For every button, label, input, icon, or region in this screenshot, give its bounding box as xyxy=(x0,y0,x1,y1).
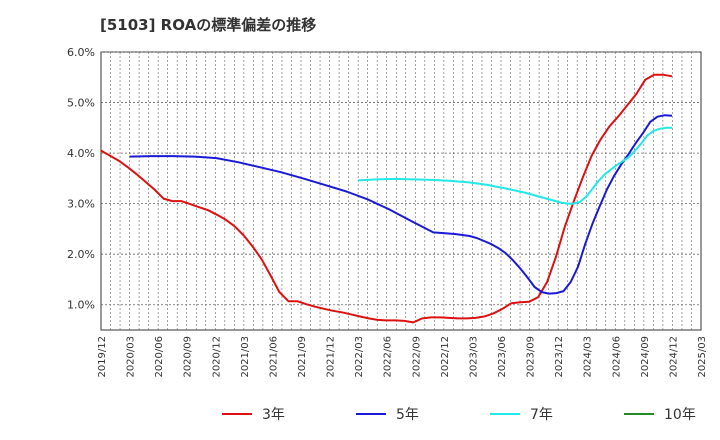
x-tick-label: 2020/09 xyxy=(183,336,194,378)
x-tick-label: 2021/03 xyxy=(240,336,251,378)
legend: 3年 5年 7年 10年 xyxy=(222,407,696,423)
x-tick-label: 2022/12 xyxy=(440,336,451,378)
series-line-3年 xyxy=(100,73,673,324)
x-tick-label: 2025/03 xyxy=(697,336,708,378)
y-tick-label: 2.0% xyxy=(67,248,95,261)
x-axis-ticks: 2019/12 2020/03 2020/06 2020/09 2020/12 2021/… xyxy=(97,336,708,378)
x-tick-label: 2021/09 xyxy=(297,336,308,378)
x-tick-label: 2020/03 xyxy=(126,336,137,378)
legend-label: 7年 xyxy=(530,407,553,423)
x-tick-label: 2019/12 xyxy=(97,336,108,378)
x-tick-label: 2022/03 xyxy=(354,336,365,378)
y-tick-label: 6.0% xyxy=(67,46,95,59)
x-tick-label: 2024/12 xyxy=(668,336,679,378)
x-tick-label: 2024/09 xyxy=(640,336,651,378)
x-tick-label: 2023/06 xyxy=(497,336,508,378)
y-tick-label: 3.0% xyxy=(67,198,95,211)
legend-label: 10年 xyxy=(664,407,696,423)
x-tick-label: 2020/12 xyxy=(211,336,222,378)
x-tick-label: 2021/06 xyxy=(268,336,279,378)
series-line-5年 xyxy=(129,114,673,295)
x-tick-label: 2023/09 xyxy=(526,336,537,378)
x-tick-label: 2023/12 xyxy=(554,336,565,378)
x-tick-label: 2022/06 xyxy=(383,336,394,378)
legend-label: 3年 xyxy=(262,407,285,423)
x-tick-label: 2023/03 xyxy=(468,336,479,378)
series-lines xyxy=(100,73,673,324)
chart-title: [5103] ROAの標準偏差の推移 xyxy=(100,16,317,34)
x-tick-label: 2024/03 xyxy=(583,336,594,378)
plot-area xyxy=(100,51,702,331)
legend-label: 5年 xyxy=(396,407,419,423)
y-tick-label: 1.0% xyxy=(67,299,95,312)
x-tick-label: 2022/09 xyxy=(411,336,422,378)
x-tick-label: 2024/06 xyxy=(611,336,622,378)
y-axis-ticks: 1.0% 2.0% 3.0% 4.0% 5.0% 6.0% xyxy=(67,46,95,312)
x-tick-label: 2020/06 xyxy=(154,336,165,378)
x-tick-label: 2021/12 xyxy=(326,336,337,378)
y-tick-label: 4.0% xyxy=(67,147,95,160)
series-line-7年 xyxy=(358,126,672,205)
y-tick-label: 5.0% xyxy=(67,97,95,110)
